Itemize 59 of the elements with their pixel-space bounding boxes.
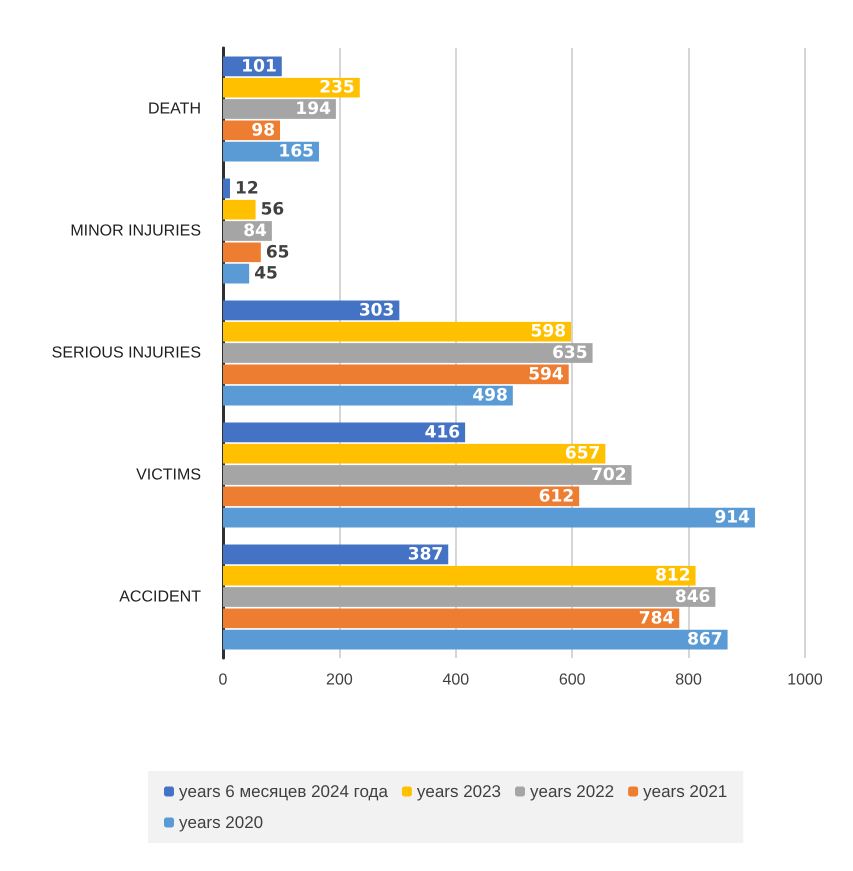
bar [223, 566, 696, 586]
data-label: 56 [260, 200, 284, 220]
x-tick-label: 600 [558, 672, 586, 688]
data-label: 594 [528, 364, 564, 384]
data-label: 914 [714, 508, 750, 528]
legend-label: years 2022 [530, 782, 614, 801]
y-tick-label: VICTIMS [136, 466, 201, 484]
data-label: 498 [472, 386, 508, 406]
data-label: 416 [424, 422, 460, 442]
data-label: 194 [295, 99, 332, 119]
data-label: 812 [655, 566, 691, 586]
bar [223, 465, 632, 485]
data-label: 867 [687, 630, 723, 650]
data-label: 846 [674, 587, 710, 607]
bar [223, 264, 250, 284]
data-label: 98 [251, 120, 276, 140]
data-label: 635 [552, 343, 588, 363]
data-label: 12 [234, 178, 259, 198]
data-label: 598 [530, 322, 566, 342]
bar [223, 386, 513, 406]
data-label: 235 [319, 78, 355, 98]
bar [223, 422, 466, 442]
bar [223, 444, 606, 464]
bar [223, 343, 593, 363]
y-tick-label: MINOR INJURIES [70, 222, 201, 240]
data-label: 84 [243, 221, 268, 241]
legend-label: years 2021 [643, 782, 728, 801]
bar [223, 322, 572, 342]
bar [223, 486, 580, 506]
x-tick-label: 0 [218, 672, 228, 688]
x-tick-label: 800 [675, 672, 702, 688]
legend-label: years 2020 [179, 813, 264, 832]
data-label: 784 [638, 608, 674, 628]
data-label: 303 [358, 300, 394, 320]
data-label: 387 [408, 544, 444, 564]
y-tick-label: ACCIDENT [119, 588, 202, 606]
bar [223, 608, 680, 628]
bar [223, 630, 728, 650]
bar [223, 242, 261, 262]
bar [223, 364, 569, 384]
data-label: 657 [564, 444, 600, 464]
bar [223, 544, 448, 564]
bar [223, 587, 716, 607]
legend-label: years 2023 [416, 782, 502, 801]
data-label: 165 [278, 142, 314, 162]
y-tick-label: SERIOUS INJURIES [52, 344, 201, 362]
x-tick-label: 200 [326, 672, 353, 688]
data-label: 702 [591, 465, 627, 485]
bar [223, 178, 230, 198]
data-label: 65 [266, 242, 290, 262]
x-tick-label: 1000 [787, 672, 823, 688]
data-label: 101 [241, 56, 277, 76]
data-label: 612 [538, 486, 574, 506]
data-label: 45 [254, 264, 278, 284]
bar [223, 200, 256, 220]
x-tick-label: 400 [442, 672, 470, 688]
legend-label: years 6 месяцев 2024 года [179, 782, 388, 801]
y-tick-label: DEATH [148, 100, 201, 118]
bar [223, 508, 755, 528]
